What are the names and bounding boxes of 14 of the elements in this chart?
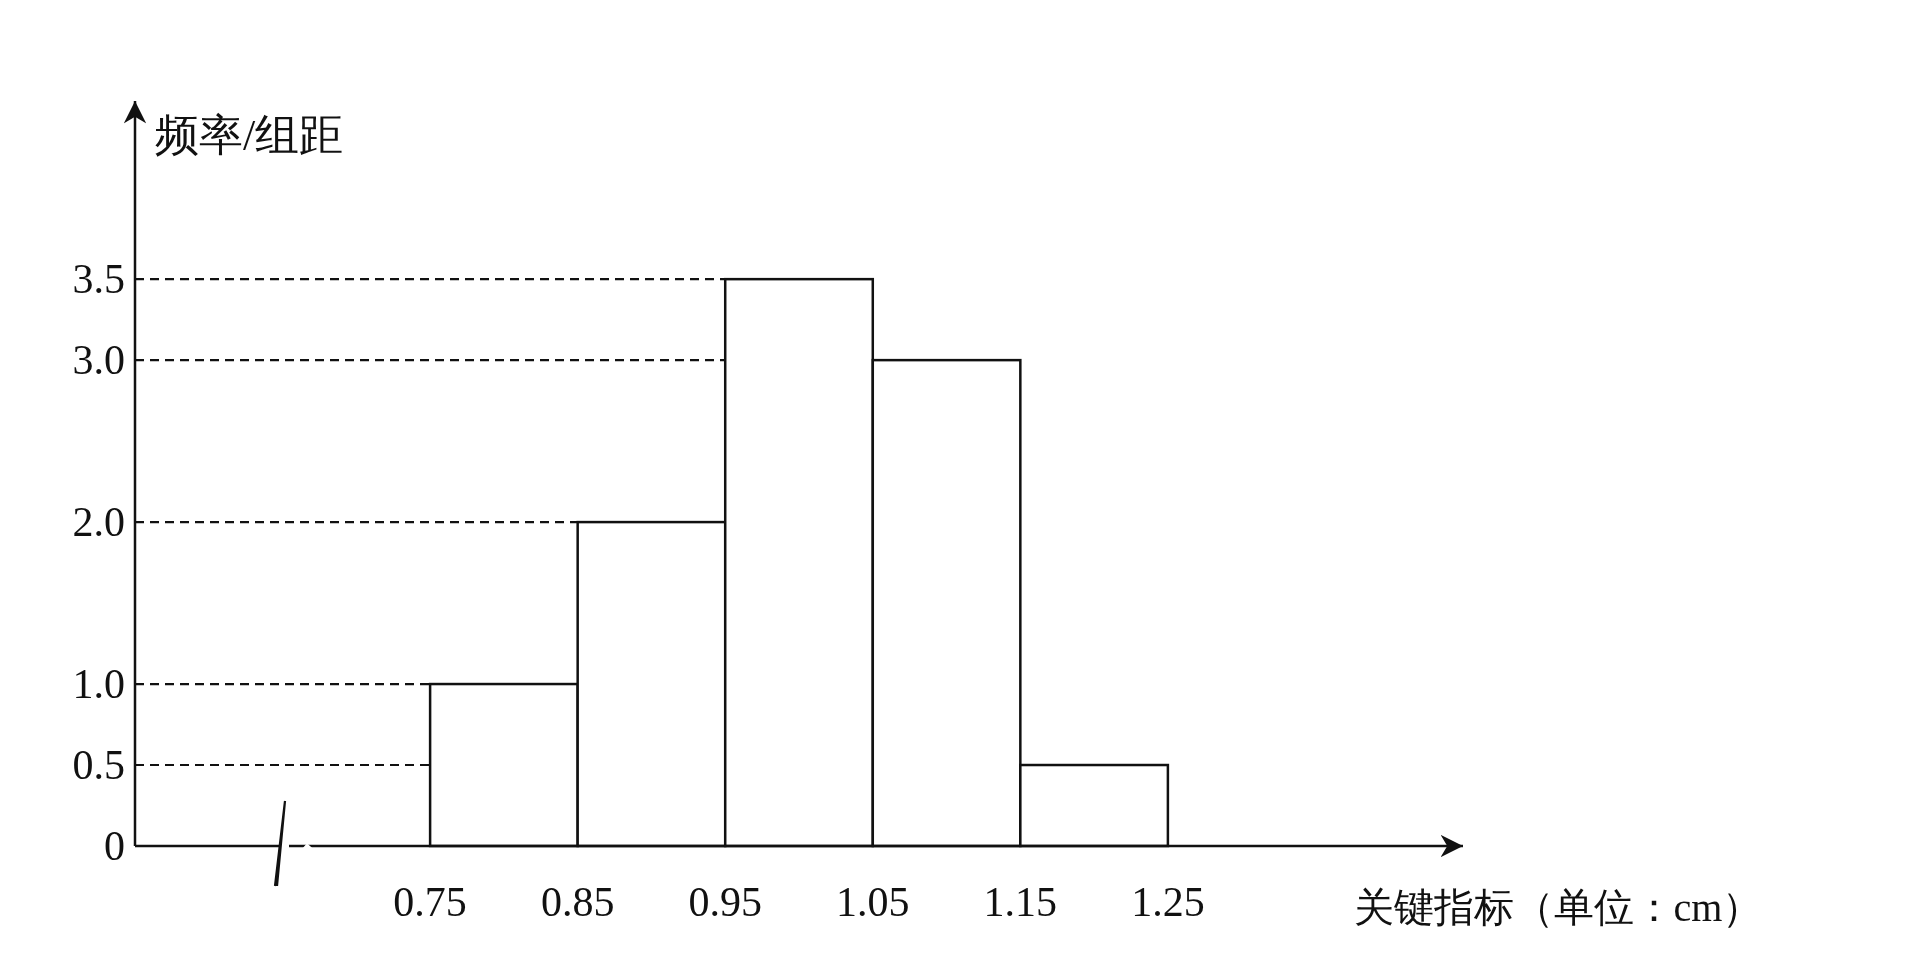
x-tick-label: 1.15 [983,879,1058,925]
x-tick-label: 0.95 [688,879,762,925]
y-tick-label: 3.0 [72,337,125,384]
y-tick-label: 0 [104,823,125,869]
x-tick-label: 0.85 [540,879,615,925]
y-tick-label: 0.5 [72,742,125,789]
y-tick-label: 2.0 [72,499,125,546]
x-tick-label: 0.75 [393,879,467,925]
y-tick-label: 3.5 [72,256,125,303]
y-axis-title: 频率/组距 [155,111,344,160]
x-axis-title: 关键指标（单位：cm） [1353,885,1763,930]
x-tick-label: 1.05 [836,879,910,925]
y-tick-label: 1.0 [72,661,125,708]
x-tick-label: 1.25 [1131,879,1205,925]
